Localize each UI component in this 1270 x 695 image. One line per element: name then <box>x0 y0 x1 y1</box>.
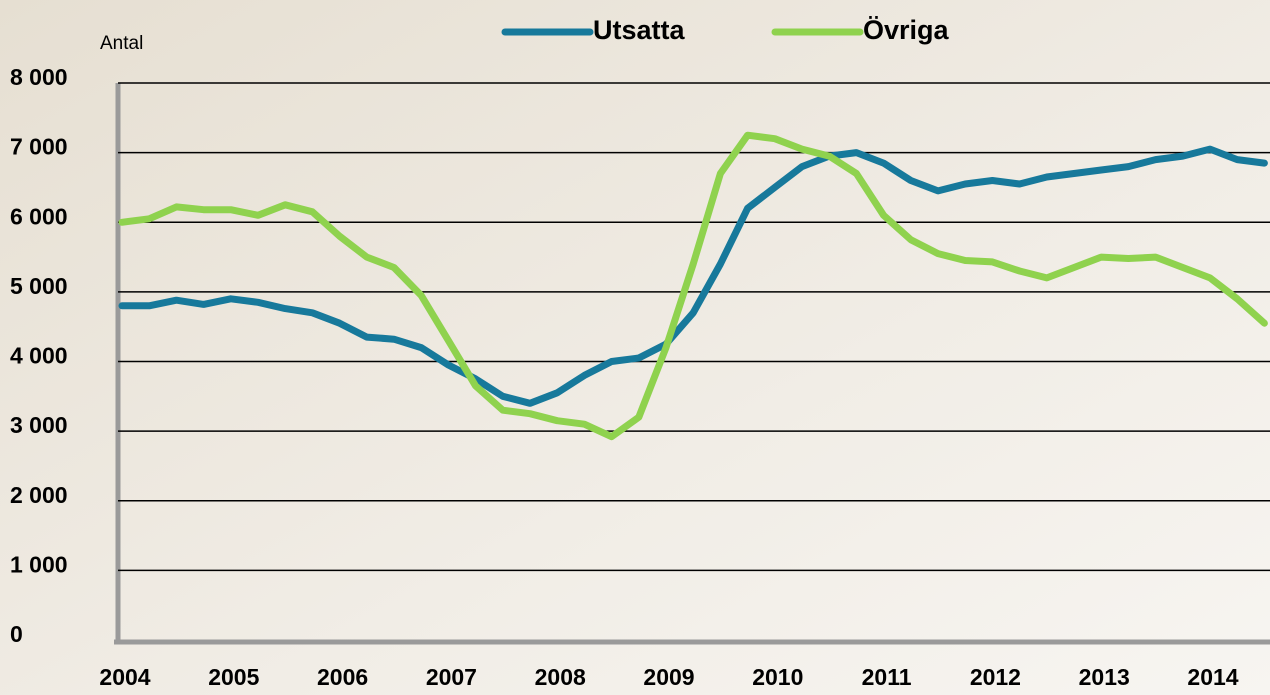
series-line <box>118 131 1268 441</box>
y-tick-label: 8 000 <box>10 64 68 90</box>
x-tick-label: 2011 <box>862 664 912 690</box>
x-tick-label: 2013 <box>1079 664 1130 690</box>
y-tick-label: 5 000 <box>10 273 68 299</box>
x-tick-label: 2004 <box>99 664 150 690</box>
x-tick-label: 2009 <box>643 664 694 690</box>
x-tick-label: 2006 <box>317 664 368 690</box>
y-tick-label: 6 000 <box>10 203 68 229</box>
x-tick-label: 2014 <box>1187 664 1238 690</box>
y-tick-label: 4 000 <box>10 343 68 369</box>
y-tick-label: 0 <box>10 621 23 647</box>
y-axis-label: Antal <box>100 33 143 54</box>
series-line <box>118 145 1268 407</box>
legend-label: Utsatta <box>593 15 686 45</box>
x-tick-label: 2008 <box>535 664 586 690</box>
x-tick-label: 2005 <box>208 664 259 690</box>
y-tick-label: 7 000 <box>10 134 68 160</box>
y-tick-label: 2 000 <box>10 482 68 508</box>
legend-label: Övriga <box>863 15 950 45</box>
y-tick-label: 3 000 <box>10 412 68 438</box>
y-tick-label: 1 000 <box>10 551 68 577</box>
x-tick-label: 2010 <box>752 664 803 690</box>
x-tick-label: 2007 <box>426 664 477 690</box>
x-tick-label: 2012 <box>970 664 1021 690</box>
